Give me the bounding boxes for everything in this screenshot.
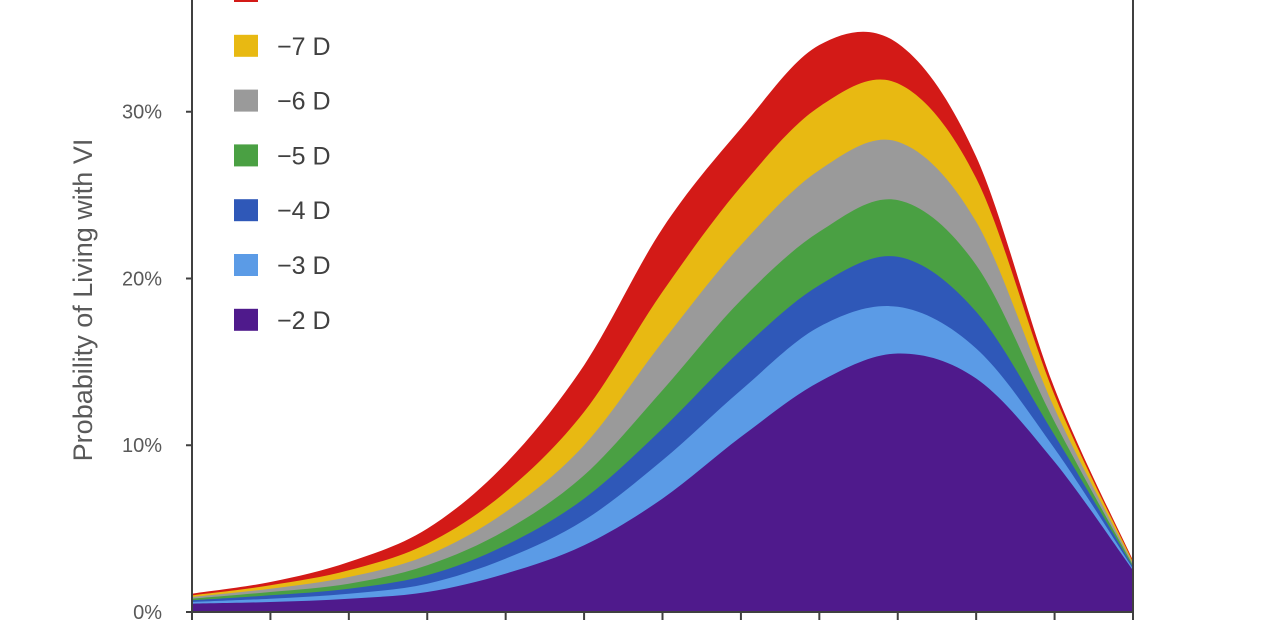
y-tick-labels: 0% 10% 20% 30% xyxy=(122,102,192,624)
area-series-2d xyxy=(192,353,1133,612)
legend-label-3d: −3 D xyxy=(277,252,331,280)
legend-swatch-2d xyxy=(234,308,258,331)
legend-label-8d: −8 D xyxy=(277,0,331,6)
legend-label-7d: −7 D xyxy=(277,33,331,61)
legend-swatch-4d xyxy=(234,199,258,222)
legend-label-5d: −5 D xyxy=(277,142,331,170)
legend-swatch-3d xyxy=(234,254,258,276)
y-tick-label: 10% xyxy=(122,435,162,457)
legend-swatch-6d xyxy=(234,89,258,112)
legend: −8 D −7 D −6 D −5 D −4 D −3 D −2 D xyxy=(234,0,331,335)
area-series-group xyxy=(192,31,1133,613)
x-tick-marks xyxy=(191,612,1134,620)
y-axis-title: Probability of Living with VI xyxy=(68,139,98,462)
legend-label-6d: −6 D xyxy=(277,88,331,116)
y-tick-label: 0% xyxy=(133,602,162,624)
legend-swatch-8d xyxy=(234,0,258,2)
legend-label-4d: −4 D xyxy=(277,197,331,225)
legend-swatch-7d xyxy=(234,34,258,57)
legend-swatch-5d xyxy=(234,144,258,167)
y-tick-label: 30% xyxy=(122,102,162,124)
legend-label-2d: −2 D xyxy=(277,307,331,335)
y-tick-label: 20% xyxy=(122,268,162,290)
